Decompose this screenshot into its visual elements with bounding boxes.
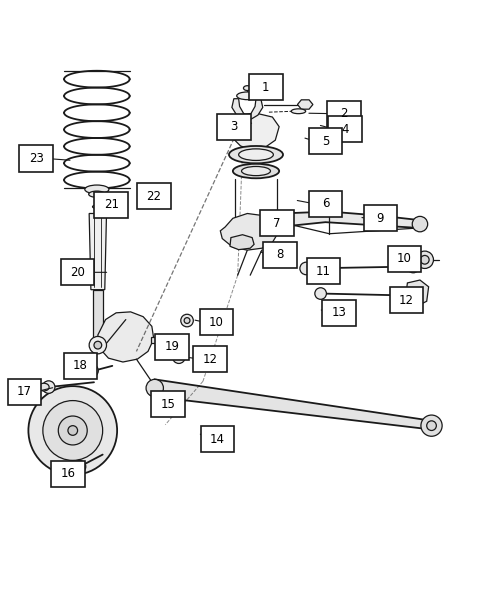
Ellipse shape <box>92 205 103 209</box>
Text: 11: 11 <box>316 265 331 278</box>
FancyBboxPatch shape <box>193 346 226 372</box>
Ellipse shape <box>83 367 93 375</box>
Text: 4: 4 <box>340 123 348 135</box>
Polygon shape <box>297 100 312 109</box>
Ellipse shape <box>89 191 105 197</box>
Text: 19: 19 <box>164 340 179 353</box>
Text: 15: 15 <box>161 398 175 411</box>
FancyBboxPatch shape <box>216 114 250 140</box>
Circle shape <box>415 251 433 269</box>
FancyBboxPatch shape <box>136 183 170 209</box>
FancyBboxPatch shape <box>199 309 233 336</box>
Polygon shape <box>154 379 435 430</box>
Polygon shape <box>89 213 106 290</box>
Text: 8: 8 <box>276 249 283 262</box>
Circle shape <box>181 315 193 327</box>
Text: 21: 21 <box>104 198 119 211</box>
Text: 1: 1 <box>261 81 269 94</box>
Text: 20: 20 <box>70 266 85 279</box>
FancyBboxPatch shape <box>94 192 128 218</box>
Circle shape <box>146 379 163 397</box>
FancyBboxPatch shape <box>387 246 421 272</box>
FancyBboxPatch shape <box>308 128 342 154</box>
FancyBboxPatch shape <box>200 426 234 452</box>
Polygon shape <box>231 99 262 120</box>
FancyBboxPatch shape <box>155 333 189 360</box>
Circle shape <box>400 290 411 301</box>
Text: 17: 17 <box>17 385 32 398</box>
Circle shape <box>420 256 428 264</box>
Circle shape <box>73 461 86 473</box>
FancyBboxPatch shape <box>363 206 396 231</box>
Ellipse shape <box>160 394 168 405</box>
Circle shape <box>86 365 98 377</box>
Circle shape <box>406 260 419 273</box>
Circle shape <box>314 288 326 299</box>
Text: 7: 7 <box>273 217 280 230</box>
FancyBboxPatch shape <box>60 259 94 285</box>
FancyBboxPatch shape <box>321 300 355 326</box>
Polygon shape <box>404 280 428 307</box>
Ellipse shape <box>290 109 305 114</box>
Text: 10: 10 <box>396 252 411 265</box>
FancyBboxPatch shape <box>63 353 97 379</box>
Text: 16: 16 <box>60 468 76 481</box>
Polygon shape <box>229 234 254 250</box>
Polygon shape <box>93 290 103 338</box>
Polygon shape <box>98 312 153 362</box>
Ellipse shape <box>85 185 109 194</box>
Polygon shape <box>272 211 420 228</box>
FancyBboxPatch shape <box>8 379 41 405</box>
Circle shape <box>420 415 441 436</box>
Circle shape <box>172 351 185 363</box>
FancyBboxPatch shape <box>326 101 360 127</box>
Text: 14: 14 <box>210 433 225 446</box>
Circle shape <box>299 262 312 274</box>
FancyBboxPatch shape <box>19 145 53 171</box>
FancyBboxPatch shape <box>151 337 164 343</box>
Ellipse shape <box>228 146 283 163</box>
Text: 2: 2 <box>339 107 347 120</box>
Ellipse shape <box>238 149 273 160</box>
FancyBboxPatch shape <box>248 74 282 100</box>
FancyBboxPatch shape <box>263 242 296 268</box>
Ellipse shape <box>236 92 257 100</box>
Ellipse shape <box>232 164 279 178</box>
Circle shape <box>269 217 281 229</box>
FancyBboxPatch shape <box>327 116 361 142</box>
Ellipse shape <box>241 167 270 176</box>
FancyBboxPatch shape <box>306 259 340 284</box>
Circle shape <box>426 421 436 431</box>
Circle shape <box>184 317 190 323</box>
Circle shape <box>94 341 102 349</box>
FancyBboxPatch shape <box>308 191 342 217</box>
Text: 23: 23 <box>29 152 44 165</box>
Text: 13: 13 <box>331 306 346 319</box>
Text: 12: 12 <box>202 353 217 366</box>
Circle shape <box>411 216 427 232</box>
Text: 5: 5 <box>321 135 329 148</box>
Ellipse shape <box>243 85 251 91</box>
Text: 9: 9 <box>376 212 383 225</box>
Circle shape <box>89 336 106 354</box>
Polygon shape <box>220 213 278 250</box>
Text: 18: 18 <box>73 359 88 372</box>
FancyBboxPatch shape <box>151 392 185 418</box>
Ellipse shape <box>38 383 49 391</box>
Circle shape <box>42 381 55 393</box>
Circle shape <box>68 426 77 435</box>
Circle shape <box>43 401 103 461</box>
FancyBboxPatch shape <box>260 210 293 236</box>
Polygon shape <box>222 113 279 150</box>
FancyBboxPatch shape <box>389 287 423 313</box>
Text: 10: 10 <box>209 316 224 329</box>
Text: 22: 22 <box>146 190 161 203</box>
FancyBboxPatch shape <box>51 461 85 487</box>
Text: 3: 3 <box>229 120 237 133</box>
Circle shape <box>29 386 117 475</box>
Circle shape <box>58 416 87 445</box>
Text: 12: 12 <box>398 294 413 307</box>
Ellipse shape <box>234 222 277 232</box>
Text: 6: 6 <box>321 197 329 210</box>
